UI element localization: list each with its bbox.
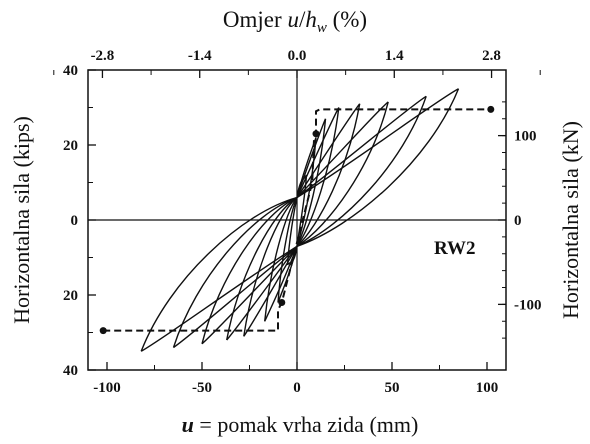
- x-tick-label: 100: [476, 380, 499, 396]
- hysteresis-loops: [140, 88, 460, 352]
- x-tick-label: -50: [192, 380, 212, 396]
- x-top-tick-label: -1.4: [188, 48, 212, 64]
- hysteresis-loop-branch: [140, 88, 460, 352]
- envelope-curve-group: [99, 105, 495, 335]
- x-top-tick-label: 0.0: [288, 48, 307, 64]
- y-left-tick-label: 20: [63, 138, 78, 154]
- y-left-tick-label: 40: [63, 363, 78, 379]
- envelope-marker: [487, 105, 495, 113]
- envelope-marker: [312, 130, 320, 138]
- x-top-tick-label: 1.4: [385, 48, 404, 64]
- y-left-tick-label: 40: [63, 63, 78, 79]
- hysteresis-loop-branch: [140, 88, 459, 352]
- y-axis-right-title: Horizontalna sila (kN): [558, 121, 583, 319]
- hysteresis-loop-branch: [201, 101, 389, 345]
- ticks-layer: -100 -50 0 50 100 -2.8 -1.4 0.0 1.4 2.8 40 20 0 20 40 1…: [53, 48, 542, 396]
- hysteresis-loop-branch: [172, 95, 427, 348]
- specimen-label: RW2: [434, 238, 476, 259]
- y-right-tick-label: -100: [514, 297, 542, 313]
- x-tick-label: -100: [93, 380, 121, 396]
- x-tick-label: 50: [385, 380, 400, 396]
- y-axis-left-title: Horizontalna sila (kips): [9, 116, 34, 324]
- hysteresis-loop-branch: [201, 101, 389, 344]
- y-right-tick-label: 0: [514, 213, 522, 229]
- x-top-tick-label: -2.8: [91, 48, 115, 64]
- envelope-marker: [99, 327, 107, 335]
- y-left-tick-label: 0: [71, 213, 79, 229]
- y-right-tick-label: 100: [514, 129, 537, 145]
- top-axis-title: Omjer u/hw (%): [223, 7, 367, 36]
- hysteresis-loop-branch: [173, 96, 427, 349]
- y-left-tick-label: 20: [63, 288, 78, 304]
- x-tick-label: 0: [293, 380, 301, 396]
- x-axis-title: u = pomak vrha zida (mm): [182, 412, 419, 437]
- x-top-tick-label: 2.8: [482, 48, 501, 64]
- envelope-marker: [278, 299, 286, 306]
